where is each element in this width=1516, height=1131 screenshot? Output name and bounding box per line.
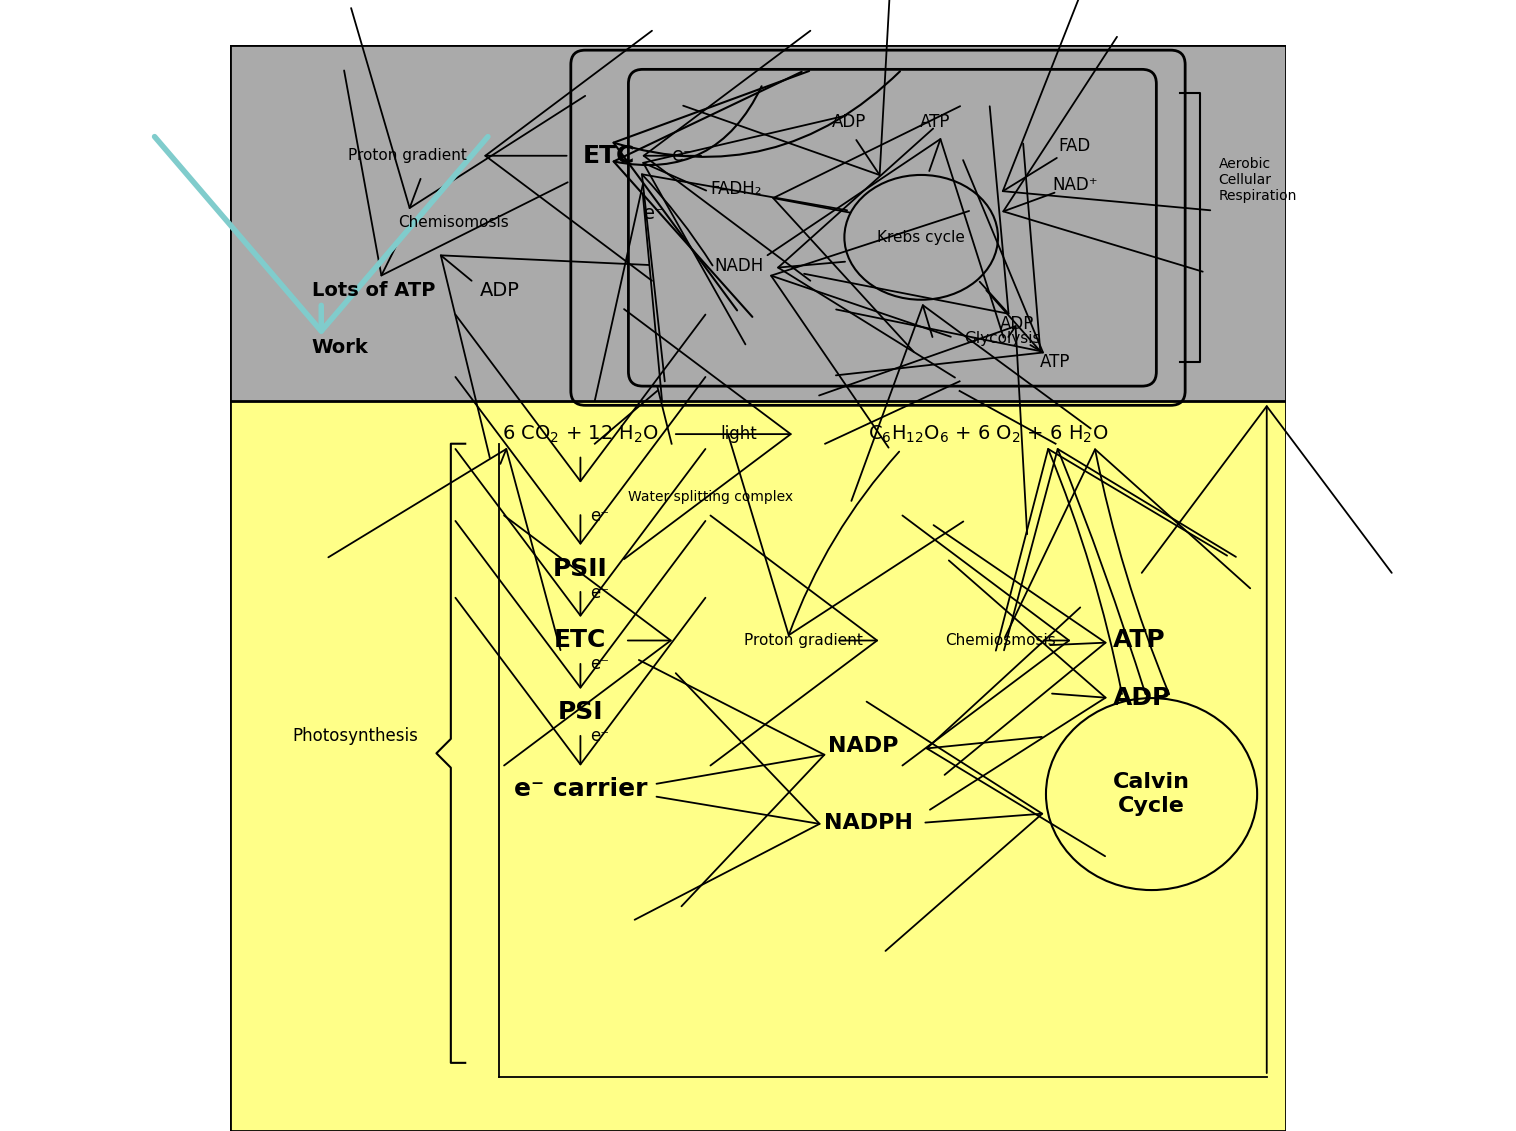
Text: C$_6$H$_{12}$O$_6$ + 6 O$_2$ + 6 H$_2$O: C$_6$H$_{12}$O$_6$ + 6 O$_2$ + 6 H$_2$O — [869, 423, 1108, 444]
Text: ATP: ATP — [1040, 353, 1070, 371]
Text: FADH₂: FADH₂ — [709, 180, 761, 198]
Text: ADP: ADP — [1001, 314, 1034, 333]
Text: e⁻: e⁻ — [590, 727, 609, 745]
Text: e⁻: e⁻ — [590, 656, 609, 673]
Text: e⁻ carrier: e⁻ carrier — [514, 777, 647, 801]
Text: NADP: NADP — [828, 736, 899, 757]
Bar — [230, 45, 1286, 400]
Text: PSII: PSII — [553, 556, 608, 580]
Text: NADH: NADH — [716, 257, 764, 275]
Bar — [230, 400, 1286, 1131]
Text: Photosynthesis: Photosynthesis — [293, 727, 418, 745]
Text: Krebs cycle: Krebs cycle — [878, 230, 966, 244]
Text: Calvin
Cycle: Calvin Cycle — [1113, 772, 1190, 815]
Text: e⁻: e⁻ — [643, 204, 666, 223]
Ellipse shape — [844, 175, 998, 300]
Text: FAD: FAD — [1058, 137, 1092, 155]
Text: Aerobic
Cellular
Respiration: Aerobic Cellular Respiration — [1219, 156, 1298, 202]
Text: e⁻: e⁻ — [672, 146, 694, 165]
Text: 6 CO$_2$ + 12 H$_2$O: 6 CO$_2$ + 12 H$_2$O — [502, 423, 659, 444]
Text: NADPH: NADPH — [825, 813, 913, 832]
Text: PSI: PSI — [558, 700, 603, 725]
Text: ADP: ADP — [1113, 687, 1172, 710]
Text: ATP: ATP — [920, 113, 951, 131]
Text: ATP: ATP — [1113, 629, 1166, 653]
Text: Work: Work — [312, 338, 368, 357]
Text: ADP: ADP — [479, 280, 520, 300]
Text: NAD⁺: NAD⁺ — [1052, 175, 1098, 193]
Text: Chemiosmosis: Chemiosmosis — [944, 633, 1057, 648]
Text: ETC: ETC — [555, 629, 606, 653]
Text: e⁻: e⁻ — [590, 584, 609, 602]
Text: Chemisomosis: Chemisomosis — [399, 215, 509, 231]
Text: Proton gradient: Proton gradient — [349, 148, 467, 163]
Ellipse shape — [1046, 698, 1257, 890]
Text: e⁻: e⁻ — [590, 507, 609, 525]
Text: ADP: ADP — [832, 113, 866, 131]
Text: light: light — [720, 425, 756, 443]
Text: Water splitting complex: Water splitting complex — [629, 490, 793, 503]
Text: ETC: ETC — [584, 144, 635, 167]
Text: Proton gradient: Proton gradient — [744, 633, 863, 648]
Text: Lots of ATP: Lots of ATP — [312, 280, 435, 300]
Text: Glycolysis: Glycolysis — [964, 330, 1041, 346]
